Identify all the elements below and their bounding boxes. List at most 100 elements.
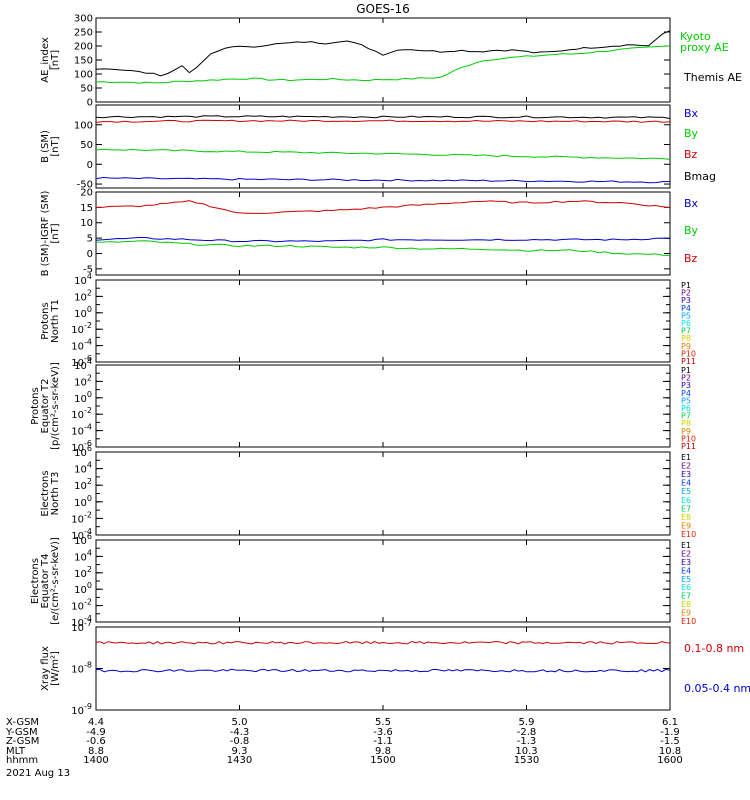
channel-label-p6: P6 [681,404,691,413]
legend-by: By [684,127,699,140]
channel-label-p1: P1 [681,366,691,375]
x-axis-value: 5.5 [375,717,391,728]
panel-frame [95,364,671,448]
panel-frame [95,17,671,103]
legend-by: By [684,224,699,237]
legend-bmag: Bmag [684,170,716,183]
y-tick-label: 300 [74,14,93,25]
channel-label-e8: E8 [681,513,691,522]
series-line-bmag [95,115,671,119]
y-tick-label: 250 [74,28,93,39]
panel-frame [95,539,671,623]
panel-frame [95,626,671,711]
legend-xray-short: 0.05-0.4 nm [684,682,750,695]
x-axis-value: -4.3 [230,727,250,738]
y-axis-label: Xray flux [40,646,51,691]
x-axis-value: 5.0 [232,717,248,728]
series-line-xray-1 [95,668,671,673]
panel-bigrf: B (SM)-IGRF (SM) [nT] -5 0 5 10 15 20 Bx By Bz [40,188,699,277]
channel-label-p7: P7 [681,327,691,336]
legend-themis: Themis AE [683,71,742,84]
channel-label-p5: P5 [681,311,691,320]
channel-label-e4: E4 [681,479,691,488]
channel-label-p9: P9 [681,427,691,436]
y-tick-label: 10-4 [71,338,92,353]
legend-kyoto: Kyoto [680,30,711,43]
y-tick-label: 10-2 [71,321,92,336]
y-axis-label: [W/m²] [50,651,61,686]
y-tick-label: 10-7 [71,619,92,634]
series-line-bz [95,119,671,123]
channel-label-e9: E9 [681,521,691,530]
y-tick-label: 10-6 [71,439,92,454]
channel-label-p6: P6 [681,319,691,328]
channel-label-p10: P10 [681,434,696,443]
panel-pe: Protons Equator T2 [p/(cm²-s-sr-keV)] 10-61… [30,357,696,454]
channel-label-e5: E5 [681,575,691,584]
x-axis-value: 1400 [83,755,108,766]
x-axis-value: -3.6 [373,727,393,738]
y-axis-label: Protons [40,302,51,339]
y-tick-label: 10-2 [71,406,92,421]
panel-ae: AE_index [nT] 0 50 100 150 200 250 300 Kyotoproxy… [40,14,742,109]
series-line-themis-ae [95,30,671,77]
y-tick-label: 106 [74,532,92,547]
series-line-bz [95,200,671,214]
y-tick-label: 50 [80,84,93,95]
y-axis-label: Electrons [30,558,41,604]
y-tick-label: 104 [74,548,92,563]
channel-label-p11: P11 [681,442,696,451]
channel-label-p3: P3 [681,296,691,305]
channel-label-p8: P8 [681,334,691,343]
x-axis-value: 1530 [514,755,539,766]
x-axis-value: -2.8 [517,727,537,738]
y-tick-label: 100 [74,70,93,81]
legend-xray-long: 0.1-0.8 nm [684,642,744,655]
y-tick-label: 10-6 [71,354,92,369]
channel-label-p2: P2 [681,374,691,383]
channel-label-e9: E9 [681,609,691,618]
x-axis-value: 1430 [227,755,252,766]
y-tick-label: 100 [74,581,92,596]
y-tick-label: 10-8 [71,661,92,676]
series-line-bx [95,176,671,184]
y-tick-label: 200 [74,42,93,53]
y-tick-label: 20 [80,188,93,199]
y-tick-label: 100 [74,390,92,405]
panel-frame [95,451,671,536]
y-tick-label: 106 [74,444,92,459]
panel-pn: Protons North T110-610-410-2100102104P1P2… [40,272,696,369]
y-tick-label: -5 [83,264,93,275]
series-line-kyoto-proxy-ae [95,45,671,84]
legend-bx: Bx [684,107,699,120]
y-axis-label: Equator T2 [40,379,51,434]
y-tick-label: 150 [74,56,93,67]
y-axis-label: [nT] [50,136,61,156]
x-axis-value: 4.4 [88,717,104,728]
y-tick-label: 104 [74,357,92,372]
x-axis-value: -1.9 [660,727,680,738]
y-tick-label: 0 [87,98,93,109]
channel-label-e7: E7 [681,504,691,513]
series-line-bx [95,237,671,243]
panel-en: Electrons North T310-410-2100102104106E1E… [40,444,696,542]
y-tick-label: 10-4 [71,614,92,629]
y-tick-label: 102 [74,288,92,303]
panel-frame [95,279,671,363]
y-tick-label: 10-2 [71,510,92,525]
y-tick-label: 10-4 [71,527,92,542]
x-axis-value: 1500 [370,755,395,766]
channel-label-e8: E8 [681,600,691,609]
channel-label-p2: P2 [681,289,691,298]
y-tick-label: 102 [74,565,92,580]
y-tick-label: 100 [74,494,92,509]
legend-bz: Bz [684,148,698,161]
channel-label-e3: E3 [681,470,691,479]
panel-ee: Electrons Equator T4 [e/(cm²-s-sr-keV)] 10-… [30,532,696,629]
y-axis-label: [nT] [50,50,61,70]
y-axis-label: B (SM)-IGRF (SM) [40,191,51,277]
x-axis-row-label: X-GSM [6,717,39,728]
channel-label-p11: P11 [681,357,696,366]
x-axis-value: 5.9 [519,717,535,728]
y-tick-label: 50 [80,140,93,151]
